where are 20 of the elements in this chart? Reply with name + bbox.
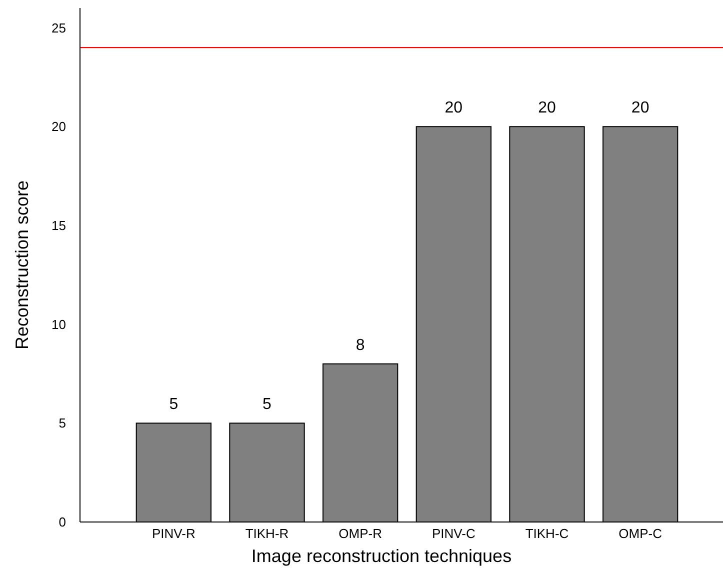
data-label: 5 <box>169 396 178 414</box>
data-label: 20 <box>444 100 463 117</box>
y-axis-title: Reconstruction score <box>12 180 32 350</box>
x-axis-title: Image reconstruction techniques <box>251 546 512 566</box>
x-tick-label: PINV-R <box>152 526 196 541</box>
y-tick-label: 10 <box>52 316 66 332</box>
data-label: 20 <box>631 100 650 117</box>
y-tick-label: 25 <box>52 20 66 36</box>
data-label: 8 <box>356 336 365 354</box>
y-tick-label: 15 <box>52 218 66 234</box>
data-label: 5 <box>262 396 272 414</box>
x-tick-label: OMP-R <box>338 526 382 541</box>
y-tick-label: 0 <box>58 514 66 530</box>
y-tick-label: 5 <box>58 416 66 431</box>
data-label: 20 <box>538 100 556 117</box>
x-tick-label: TIKH-R <box>245 526 289 541</box>
x-tick-label: OMP-C <box>618 526 662 541</box>
x-tick-label: TIKH-C <box>525 526 569 541</box>
y-tick-label: 20 <box>52 119 66 134</box>
x-tick-label: PINV-C <box>432 526 476 541</box>
